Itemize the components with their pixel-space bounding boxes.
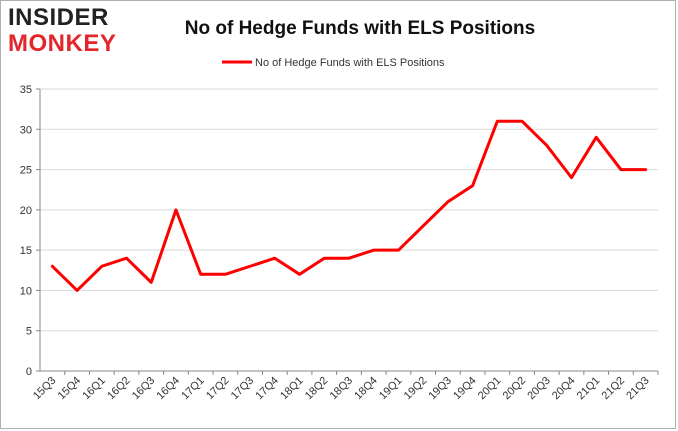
x-tick-label: 21Q2 [600,375,628,403]
y-tick-label: 25 [20,165,32,177]
y-tick-label: 5 [26,326,32,338]
x-tick-label: 16Q2 [105,375,133,403]
x-tick-label: 18Q4 [352,375,380,403]
x-tick-label: 18Q1 [278,375,306,403]
x-tick-label: 17Q3 [229,375,257,403]
x-tick-label: 17Q4 [253,375,281,403]
x-tick-label: 19Q3 [426,375,454,403]
legend: No of Hedge Funds with ELS Positions [222,57,445,69]
legend-label: No of Hedge Funds with ELS Positions [255,57,445,69]
insider-monkey-logo: INSIDER MONKEY [8,6,126,56]
x-tick-label: 19Q1 [377,375,405,403]
x-tick-label: 20Q3 [525,375,553,403]
series-line [50,119,648,292]
x-tick-label: 16Q4 [155,375,183,403]
x-tick-label: 21Q1 [575,375,603,403]
x-tick-label: 16Q3 [130,375,158,403]
gridlines [40,88,658,332]
logo-line-2: MONKEY [8,30,117,57]
y-tick-label: 30 [20,124,32,136]
series-layer [50,119,648,292]
x-tick-label: 15Q3 [31,375,59,403]
x-tick-label: 20Q4 [550,375,578,403]
x-tick-label: 16Q1 [80,375,108,403]
x-tick-label: 19Q2 [402,375,430,403]
y-tick-label: 10 [20,285,32,297]
x-tick-label: 17Q1 [179,375,207,403]
x-tick-label: 18Q2 [303,375,331,403]
x-tick-label: 17Q2 [204,375,232,403]
y-tick-label: 0 [26,366,32,378]
x-tick-label: 20Q2 [501,375,529,403]
x-tick-label: 21Q3 [624,375,652,403]
y-tick-label: 35 [20,84,32,96]
x-tick-label: 20Q1 [476,375,504,403]
x-tick-label: 18Q3 [328,375,356,403]
y-tick-label: 20 [20,205,32,217]
y-tick-label: 15 [20,245,32,257]
chart-title: No of Hedge Funds with ELS Positions [184,18,536,39]
x-tick-label: 15Q4 [56,375,84,403]
y-tick-labels: 0 5 10 15 20 25 30 35 [20,84,32,378]
x-tick-label: 19Q4 [451,375,479,403]
axes [36,88,659,375]
x-tick-labels: 15Q315Q416Q116Q216Q316Q417Q117Q217Q317Q4… [31,375,652,403]
logo-line-1: INSIDER [8,4,109,31]
